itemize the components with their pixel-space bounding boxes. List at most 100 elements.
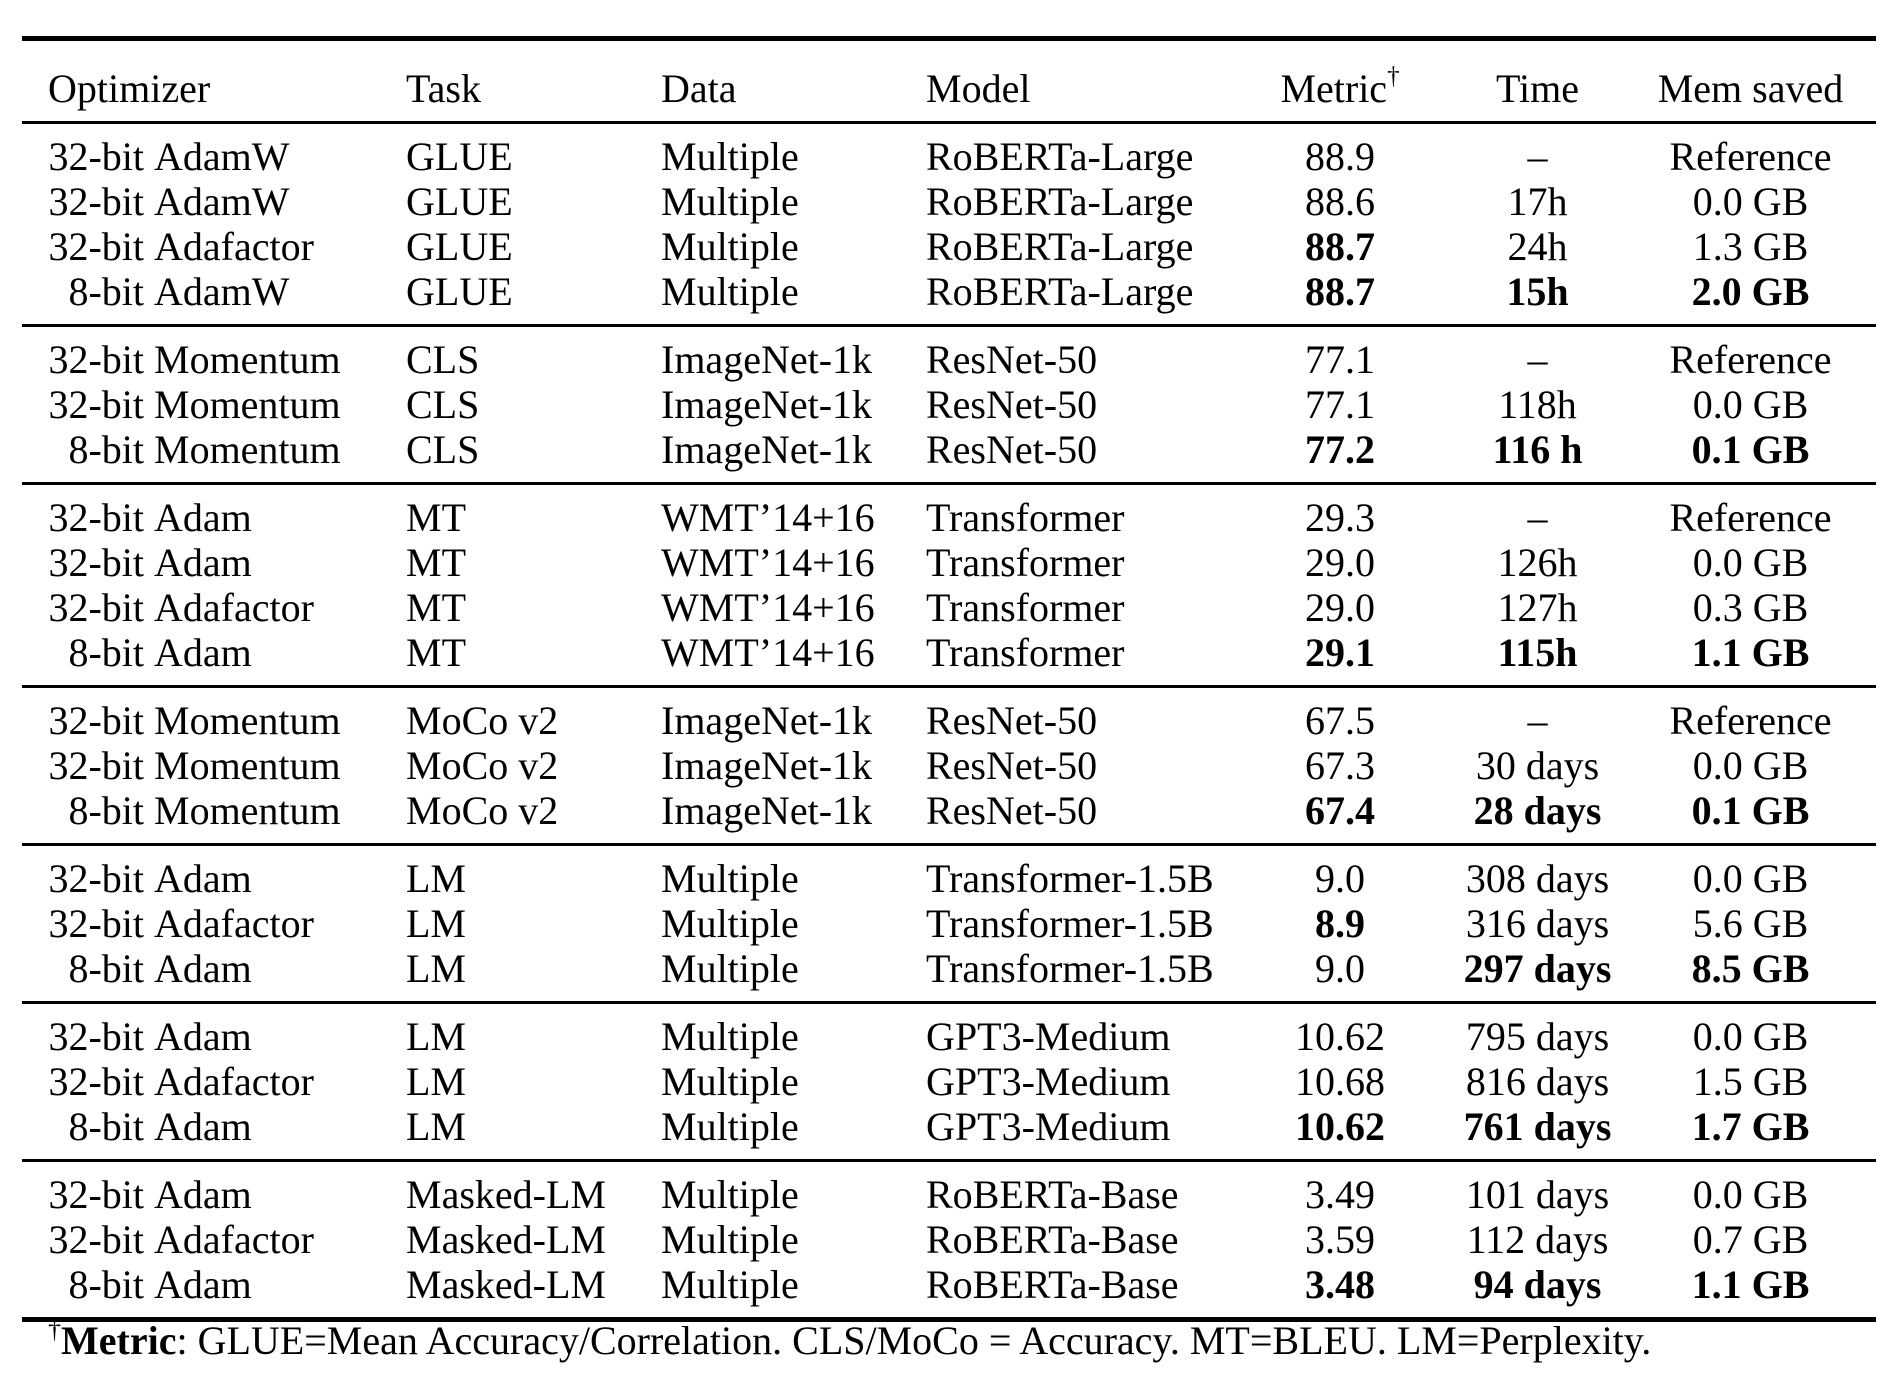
cell-optimizer: 32-bit Momentum bbox=[22, 324, 400, 382]
cell-metric: 77.1 bbox=[1305, 382, 1375, 427]
header-row: Optimizer Task Data Model Metric† Time M… bbox=[22, 38, 1876, 124]
column-header-mem-saved: Mem saved bbox=[1625, 38, 1876, 124]
cell-task: MoCo v2 bbox=[400, 685, 655, 743]
table-row: 32-bit Adafactor MT WMT’14+16 Transformer… bbox=[22, 585, 1876, 630]
cell-data: Multiple bbox=[661, 179, 799, 224]
optimizer-name: Adam bbox=[154, 1014, 252, 1059]
cell-metric: 77.2 bbox=[1305, 427, 1375, 472]
optimizer-prefix: 32-bit bbox=[48, 743, 144, 788]
optimizer-name: AdamW bbox=[154, 134, 290, 179]
optimizer-prefix: 8-bit bbox=[68, 630, 144, 675]
cell-time: 116 h bbox=[1492, 427, 1583, 472]
cell-time: 118h bbox=[1498, 382, 1577, 427]
cell-model: RoBERTa-Base bbox=[926, 1217, 1179, 1262]
cell-metric: 88.6 bbox=[1305, 179, 1375, 224]
table-row: 8-bit AdamW GLUE Multiple RoBERTa-Large 8… bbox=[22, 269, 1876, 326]
cell-task: GLUE bbox=[406, 269, 513, 314]
cell-optimizer: 8-bit Adam bbox=[22, 946, 400, 1003]
optimizer-prefix: 8-bit bbox=[68, 1262, 144, 1307]
cell-data: ImageNet-1k bbox=[661, 788, 873, 833]
optimizer-prefix: 8-bit bbox=[68, 788, 144, 833]
cell-data: Multiple bbox=[661, 134, 799, 179]
optimizer-name: Momentum bbox=[154, 743, 341, 788]
optimizer-prefix: 32-bit bbox=[48, 337, 144, 382]
cell-time: 795 days bbox=[1450, 1001, 1625, 1059]
table-row: 8-bit Adam Masked-LM Multiple RoBERTa-Bas… bbox=[22, 1262, 1876, 1320]
cell-time: – bbox=[1527, 134, 1548, 179]
cell-mem-saved: 1.3 GB bbox=[1692, 224, 1809, 269]
cell-model: ResNet-50 bbox=[926, 427, 1098, 472]
optimizer-name: Adam bbox=[154, 946, 252, 991]
cell-task: Masked-LM bbox=[406, 1262, 606, 1307]
table-footnote: †Metric: GLUE=Mean Accuracy/Correlation.… bbox=[48, 1317, 1878, 1364]
cell-task: Masked-LM bbox=[400, 1159, 655, 1217]
cell-optimizer: 32-bit Adafactor bbox=[22, 1059, 400, 1104]
cell-mem-saved: 1.1 GB bbox=[1691, 630, 1810, 675]
cell-metric: 3.48 bbox=[1305, 1262, 1375, 1307]
cell-mem-saved: 0.1 GB bbox=[1691, 788, 1810, 833]
cell-data: Multiple bbox=[655, 1001, 920, 1059]
cell-metric: 10.68 bbox=[1295, 1059, 1385, 1104]
cell-metric: 10.62 bbox=[1295, 1104, 1385, 1149]
column-header-data: Data bbox=[655, 38, 920, 124]
cell-metric: 3.49 bbox=[1230, 1159, 1450, 1217]
cell-optimizer: 32-bit Adam bbox=[22, 1001, 400, 1059]
table-block: 32-bit Momentum CLS ImageNet-1k ResNet-50… bbox=[22, 324, 1876, 484]
optimizer-prefix: 32-bit bbox=[48, 698, 144, 743]
optimizer-prefix: 32-bit bbox=[48, 540, 144, 585]
cell-metric: 29.0 bbox=[1305, 585, 1375, 630]
table-row: 32-bit Adafactor LM Multiple Transformer-… bbox=[22, 901, 1876, 946]
cell-mem-saved: 0.0 GB bbox=[1692, 382, 1809, 427]
cell-mem-saved: Reference bbox=[1625, 482, 1876, 540]
optimizer-name: Adam bbox=[154, 540, 252, 585]
cell-task: MoCo v2 bbox=[406, 788, 559, 833]
cell-task: CLS bbox=[406, 382, 480, 427]
table-row: 32-bit Momentum CLS ImageNet-1k ResNet-50… bbox=[22, 324, 1876, 382]
optimizer-name: Momentum bbox=[154, 337, 341, 382]
cell-data: WMT’14+16 bbox=[661, 540, 875, 585]
table-row: 8-bit Adam LM Multiple GPT3-Medium 10.62 … bbox=[22, 1104, 1876, 1161]
cell-metric: 67.3 bbox=[1305, 743, 1375, 788]
cell-time: 297 days bbox=[1463, 946, 1612, 991]
cell-time: 316 days bbox=[1465, 901, 1610, 946]
cell-time: 126h bbox=[1497, 540, 1578, 585]
cell-task: MoCo v2 bbox=[406, 743, 559, 788]
cell-time: 17h bbox=[1507, 179, 1568, 224]
optimizer-name: Adafactor bbox=[154, 1059, 314, 1104]
cell-optimizer: 32-bit Adafactor bbox=[22, 1217, 400, 1262]
column-header-metric: Metric† bbox=[1230, 38, 1450, 124]
optimizer-name: Adam bbox=[154, 1262, 252, 1307]
optimizer-name: Momentum bbox=[154, 788, 341, 833]
cell-optimizer: 32-bit Adafactor bbox=[22, 901, 400, 946]
cell-mem-saved: 5.6 GB bbox=[1692, 901, 1809, 946]
table-header: Optimizer Task Data Model Metric† Time M… bbox=[22, 38, 1876, 124]
cell-mem-saved: 0.0 GB bbox=[1692, 743, 1809, 788]
cell-mem-saved: 1.1 GB bbox=[1691, 1262, 1810, 1307]
cell-data: ImageNet-1k bbox=[655, 685, 920, 743]
column-header-model: Model bbox=[920, 38, 1230, 124]
optimizer-prefix: 32-bit bbox=[48, 179, 144, 224]
cell-model: ResNet-50 bbox=[920, 324, 1230, 382]
optimizer-name: Momentum bbox=[154, 698, 341, 743]
cell-optimizer: 32-bit Adam bbox=[22, 843, 400, 901]
optimizer-name: Adafactor bbox=[154, 901, 314, 946]
cell-mem-saved: Reference bbox=[1625, 685, 1876, 743]
table-row: 32-bit AdamW GLUE Multiple RoBERTa-Large … bbox=[22, 179, 1876, 224]
cell-model: GPT3-Medium bbox=[920, 1001, 1230, 1059]
optimizer-name: Adam bbox=[154, 1172, 252, 1217]
cell-model: Transformer bbox=[920, 482, 1230, 540]
cell-data: WMT’14+16 bbox=[655, 482, 920, 540]
cell-task: GLUE bbox=[406, 179, 513, 224]
cell-metric: 77.1 bbox=[1230, 324, 1450, 382]
cell-time: 816 days bbox=[1465, 1059, 1610, 1104]
cell-model: ResNet-50 bbox=[926, 382, 1098, 427]
table-block: 32-bit Adam MT WMT’14+16 Transformer 29.3… bbox=[22, 482, 1876, 687]
cell-time: 30 days bbox=[1475, 743, 1600, 788]
optimizer-name: Adafactor bbox=[154, 224, 314, 269]
column-header-optimizer: Optimizer bbox=[22, 38, 400, 124]
table-row: 32-bit Adam MT WMT’14+16 Transformer 29.0… bbox=[22, 540, 1876, 585]
cell-task: Masked-LM bbox=[406, 1217, 606, 1262]
cell-task: CLS bbox=[400, 324, 655, 382]
cell-data: ImageNet-1k bbox=[655, 324, 920, 382]
